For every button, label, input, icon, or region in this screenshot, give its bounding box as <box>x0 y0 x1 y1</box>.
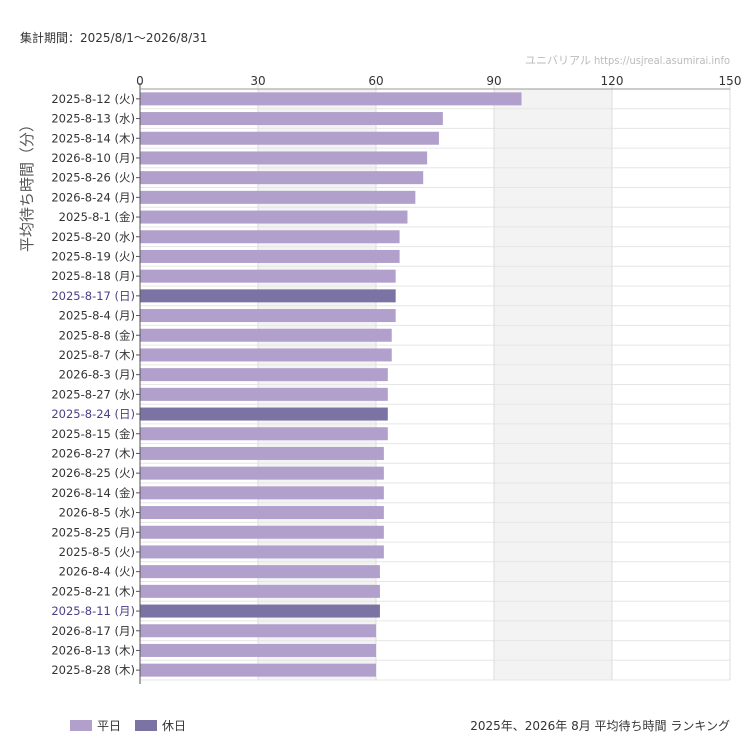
legend: 平日 休日 <box>70 717 200 734</box>
ranking-bar-chart: 0 30 60 90 120 150 2025-8-12 (火) 2025-8-13 (水) 2… <box>18 74 742 684</box>
category-label: 2025-8-15 (金) <box>51 427 135 441</box>
bar <box>140 545 384 559</box>
bar <box>140 565 380 579</box>
bar <box>140 348 392 362</box>
legend-swatch-weekday <box>70 720 92 731</box>
bar <box>140 230 400 244</box>
bar <box>140 525 384 539</box>
x-tick-label: 120 <box>601 74 624 88</box>
category-label: 2025-8-20 (水) <box>51 230 135 244</box>
category-label: 2026-8-24 (月) <box>51 190 135 204</box>
category-label: 2025-8-25 (月) <box>51 525 135 539</box>
category-label: 2025-8-11 (月) <box>51 604 135 618</box>
category-label: 2026-8-3 (月) <box>59 368 135 382</box>
bar <box>140 328 392 342</box>
category-label: 2025-8-5 (火) <box>59 545 135 559</box>
bar <box>140 131 439 145</box>
chart-caption: 2025年、2026年 8月 平均待ち時間 ランキング <box>470 719 730 733</box>
category-label: 2026-8-10 (月) <box>51 151 135 165</box>
bar <box>140 446 384 460</box>
bar <box>140 171 424 185</box>
legend-label-holiday: 休日 <box>162 719 187 733</box>
bar <box>140 427 388 441</box>
bar <box>140 506 384 520</box>
legend-swatch-holiday <box>135 720 158 731</box>
bar <box>140 269 396 283</box>
x-tick-label: 90 <box>486 74 501 88</box>
category-label: 2025-8-26 (火) <box>51 171 135 185</box>
bar <box>140 624 376 638</box>
category-label: 2025-8-14 (木) <box>51 131 135 145</box>
bar <box>140 486 384 500</box>
bar <box>140 151 428 165</box>
category-label: 2026-8-27 (木) <box>51 446 135 460</box>
x-tick-label: 150 <box>719 74 742 88</box>
x-tick-label: 60 <box>368 74 383 88</box>
y-axis-title: 平均待ち時間（分） <box>18 117 36 252</box>
category-label: 2025-8-12 (火) <box>51 92 135 106</box>
bar <box>140 643 376 657</box>
category-label: 2025-8-28 (木) <box>51 663 135 677</box>
category-label: 2025-8-19 (火) <box>51 249 135 263</box>
bar <box>140 368 388 382</box>
category-label: 2025-8-17 (日) <box>51 289 135 303</box>
category-label: 2025-8-27 (水) <box>51 387 135 401</box>
bar <box>140 249 400 263</box>
category-label: 2025-8-21 (木) <box>51 584 135 598</box>
bar <box>140 190 416 204</box>
category-label: 2025-8-18 (月) <box>51 269 135 283</box>
bar <box>140 663 376 677</box>
bar <box>140 289 396 303</box>
category-label: 2025-8-8 (金) <box>59 328 135 342</box>
x-tick-label: 0 <box>136 74 144 88</box>
category-label: 2025-8-4 (月) <box>59 309 135 323</box>
category-label: 2026-8-17 (月) <box>51 624 135 638</box>
category-label: 2026-8-13 (木) <box>51 643 135 657</box>
x-tick-label: 30 <box>250 74 265 88</box>
period-label: 集計期間：2025/8/1〜2026/8/31 <box>20 31 208 45</box>
bar <box>140 92 522 106</box>
legend-label-weekday: 平日 <box>97 719 122 733</box>
bar <box>140 466 384 480</box>
category-label: 2025-8-13 (水) <box>51 112 135 126</box>
bar <box>140 407 388 421</box>
bar <box>140 584 380 598</box>
source-label: ユニバリアル https://usjreal.asumirai.info <box>524 54 730 67</box>
category-label: 2025-8-24 (日) <box>51 407 135 421</box>
bar <box>140 210 408 224</box>
category-label: 2025-8-7 (木) <box>59 348 135 362</box>
bar <box>140 309 396 323</box>
bar <box>140 604 380 618</box>
legend-item-weekday[interactable]: 平日 <box>70 717 121 734</box>
legend-item-holiday[interactable]: 休日 <box>135 717 186 734</box>
bar <box>140 112 443 126</box>
category-label: 2026-8-5 (水) <box>59 506 135 520</box>
category-label: 2025-8-1 (金) <box>59 210 135 224</box>
category-label: 2026-8-14 (金) <box>51 486 135 500</box>
category-label: 2026-8-25 (火) <box>51 466 135 480</box>
category-label: 2026-8-4 (火) <box>59 565 135 579</box>
bar <box>140 387 388 401</box>
